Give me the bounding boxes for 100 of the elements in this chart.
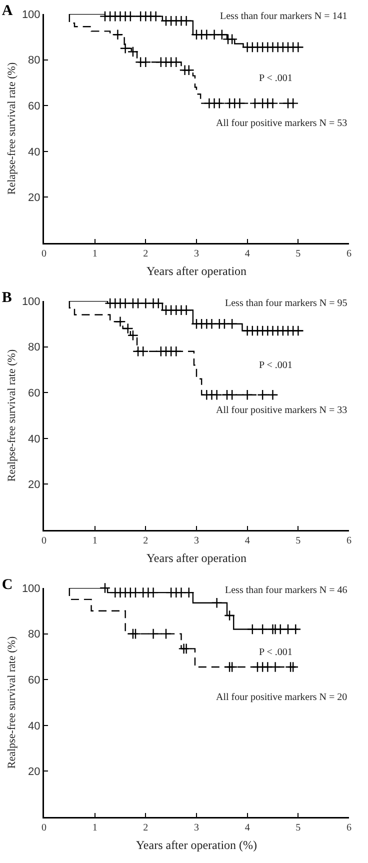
y-tick-label: 40 <box>28 146 40 158</box>
x-tick-label: 2 <box>143 248 148 260</box>
point <box>180 304 192 316</box>
x-tick-label: 6 <box>346 536 352 546</box>
x-tick-label: 0 <box>42 248 46 260</box>
point <box>234 98 246 109</box>
point <box>224 610 236 621</box>
point <box>211 597 222 608</box>
x-tick-label: 3 <box>194 536 199 546</box>
y-tick-label: 100 <box>22 8 40 21</box>
point <box>100 582 110 594</box>
point <box>262 662 274 673</box>
point <box>170 56 182 68</box>
point <box>226 34 238 45</box>
point <box>132 298 144 309</box>
point <box>120 298 131 309</box>
annotation: Less than four markers N = 141 <box>220 11 348 22</box>
x-tick-label: 3 <box>194 248 199 260</box>
chart-title: A <box>2 2 13 19</box>
point <box>292 325 304 336</box>
point <box>257 389 268 400</box>
point <box>218 318 230 330</box>
point <box>201 29 212 40</box>
x-axis-title: Years after operation <box>146 551 247 566</box>
x-tick-label: 5 <box>296 822 301 834</box>
x-tick-label: 0 <box>42 536 46 546</box>
x-axis-title: Years after operation (%) <box>136 838 258 852</box>
point <box>170 346 182 357</box>
point <box>214 98 225 109</box>
x-tick-label: 4 <box>244 536 250 546</box>
point <box>140 298 152 309</box>
x-tick-label: 4 <box>244 822 250 834</box>
x-tick-label: 5 <box>296 536 301 546</box>
point <box>114 316 126 328</box>
x-tick-label: 3 <box>194 822 199 834</box>
point <box>267 98 278 109</box>
chart-title: B <box>2 290 12 306</box>
annotation: P < .001 <box>259 73 292 84</box>
y-tick-label: 60 <box>28 674 40 686</box>
annotation: Less than four markers N = 95 <box>225 298 348 309</box>
point <box>211 389 222 400</box>
y-tick-label: 60 <box>28 387 40 400</box>
y-tick-label: 60 <box>28 100 40 112</box>
point <box>246 624 258 635</box>
point <box>290 624 302 635</box>
point <box>226 389 238 400</box>
point <box>270 662 281 673</box>
y-tick-label: 100 <box>22 582 40 595</box>
annotation: Less than four markers N = 46 <box>225 585 348 596</box>
annotation: All four positive markers N = 33 <box>216 405 348 416</box>
point <box>183 64 194 76</box>
x-tick-label: 5 <box>296 248 301 260</box>
point <box>282 624 294 635</box>
point <box>208 29 220 40</box>
x-axis-title: Years after operation <box>146 264 247 278</box>
point <box>130 587 141 598</box>
point <box>150 10 162 22</box>
point <box>257 624 268 635</box>
y-tick-label: 20 <box>28 479 40 492</box>
y-axis-title: Realpse-free survival rate (%) <box>6 349 18 482</box>
point <box>288 662 299 673</box>
y-axis-title: Relapse-free survival rate (%) <box>6 62 18 195</box>
x-tick-label: 2 <box>143 536 148 546</box>
point <box>130 628 141 640</box>
point <box>206 318 218 330</box>
y-tick-label: 80 <box>28 342 40 354</box>
y-tick-label: 20 <box>28 766 40 778</box>
point <box>138 346 149 357</box>
point <box>148 587 159 598</box>
x-tick-label: 1 <box>92 536 98 546</box>
annotation: All four positive markers N = 53 <box>216 118 348 129</box>
point <box>292 42 304 53</box>
y-tick-label: 80 <box>28 54 40 67</box>
point <box>249 98 260 109</box>
y-tick-label: 40 <box>28 720 40 732</box>
point <box>180 643 192 654</box>
x-tick-label: 1 <box>92 248 98 260</box>
y-tick-label: 40 <box>28 433 40 446</box>
point <box>226 662 238 673</box>
y-tick-label: 80 <box>28 628 40 641</box>
y-axis-title: Realpse-free survival rate (%) <box>6 636 18 769</box>
point <box>112 29 124 40</box>
x-tick-label: 4 <box>244 248 250 260</box>
annotation: All four positive markers N = 20 <box>216 692 348 703</box>
point <box>267 389 278 400</box>
point <box>288 98 299 109</box>
chart-title: C <box>2 576 13 593</box>
x-tick-label: 0 <box>42 822 46 834</box>
point <box>124 10 136 22</box>
x-tick-label: 6 <box>346 248 352 260</box>
point <box>152 298 164 309</box>
point <box>160 628 172 640</box>
y-tick-label: 100 <box>22 296 40 308</box>
x-tick-label: 2 <box>143 822 148 834</box>
point <box>176 587 187 598</box>
point <box>180 15 192 26</box>
y-tick-label: 20 <box>28 192 40 204</box>
annotation: P < .001 <box>259 647 292 658</box>
x-tick-label: 6 <box>346 822 352 834</box>
annotation: P < .001 <box>259 360 292 371</box>
